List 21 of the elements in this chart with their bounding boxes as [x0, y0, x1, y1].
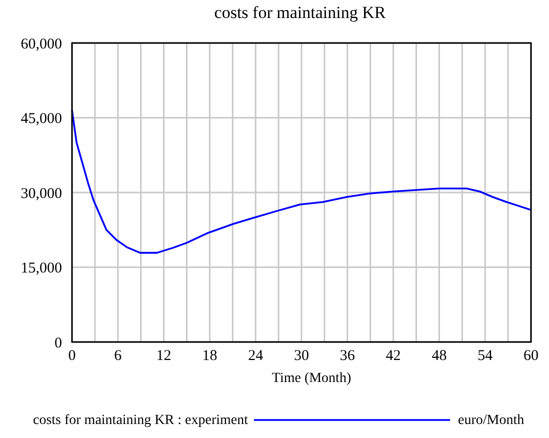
x-tick-label: 30 [294, 348, 309, 364]
text: costs for maintaining KR : experiment [32, 413, 248, 428]
x-tick-label: 24 [248, 348, 264, 364]
text: euro/Month [458, 413, 524, 428]
y-tick-label: 0 [54, 335, 62, 352]
y-tick-label: 30,000 [20, 186, 62, 202]
x-tick-label: 18 [202, 348, 218, 364]
y-tick-label: 60,000 [20, 36, 62, 52]
y-tick-label: 15,000 [20, 260, 62, 276]
x-axis-title: Time (Month) [272, 371, 352, 386]
x-tick-label: 0 [68, 348, 76, 364]
x-tick-label: 54 [478, 348, 494, 364]
x-tick-label: 60 [524, 348, 538, 364]
line-series [71, 109, 532, 254]
y-tick-label: 45,000 [20, 111, 62, 127]
x-tick-label: 48 [432, 348, 447, 364]
chart-title: costs for maintaining KR [214, 3, 386, 22]
x-tick-label: 6 [114, 348, 122, 364]
x-tick-label: 36 [340, 348, 356, 364]
x-tick-label: 42 [386, 348, 401, 364]
x-tick-label: 12 [156, 348, 172, 364]
